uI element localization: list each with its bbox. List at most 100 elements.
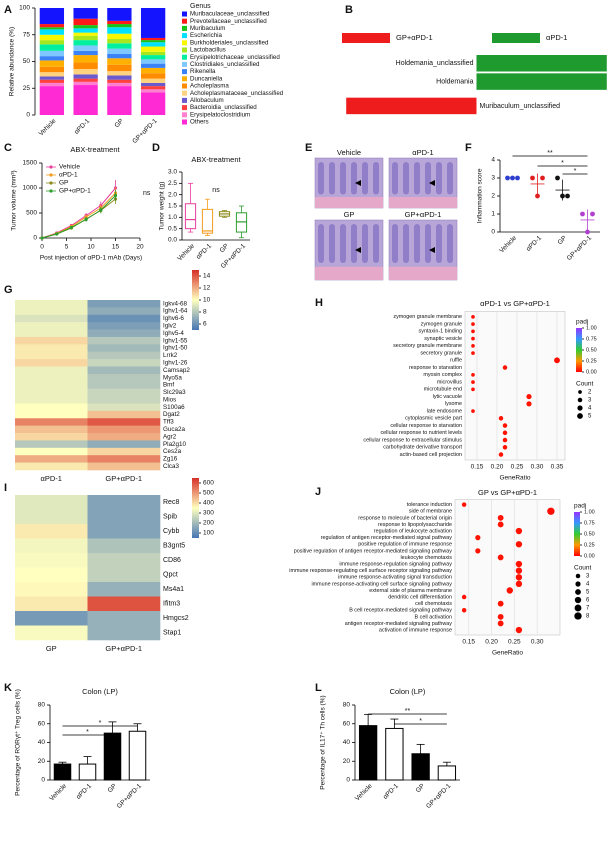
- row-label: Qpct: [163, 572, 178, 579]
- villus: [373, 162, 379, 195]
- term-label: lysome: [445, 401, 462, 407]
- x-tick-label: αPD-1: [525, 234, 543, 252]
- term-label: external side of plasma membrane: [369, 588, 452, 594]
- dot: [471, 336, 475, 341]
- dot: [515, 560, 523, 568]
- legend-label: 5: [586, 590, 590, 596]
- heatmap-cell: [87, 388, 161, 397]
- legend-label: 4: [586, 582, 590, 588]
- dot: [502, 423, 508, 428]
- term-label: immune response-activating signal transd…: [338, 575, 452, 581]
- panel-label: C: [4, 142, 12, 154]
- heatmap-cell: [87, 582, 161, 597]
- legend-label: Muribaculum: [190, 25, 225, 32]
- x-tick-label: GP: [107, 783, 119, 795]
- row-label: Tff3: [163, 419, 174, 426]
- row-label: Pla2g10: [163, 441, 187, 448]
- bar-segment: [107, 43, 132, 49]
- heatmap-cell: [15, 344, 88, 353]
- chart-title: ABX-treatment: [70, 145, 120, 154]
- term-label: cellular response to nutrient levels: [380, 430, 462, 436]
- x-tick-label: Vehicle: [176, 242, 196, 262]
- mucosa: [315, 197, 383, 208]
- dot: [515, 541, 523, 548]
- term-label: activation of immune response: [379, 627, 452, 633]
- heatmap-cell: [87, 314, 161, 323]
- bar-segment: [107, 79, 132, 83]
- dot: [502, 365, 508, 370]
- legend-dot: [577, 397, 583, 403]
- bar-segment: [73, 62, 98, 69]
- chart-title: GP vs GP+αPD-1: [478, 488, 537, 497]
- arrowhead: [429, 180, 435, 186]
- legend-marker: [49, 165, 53, 169]
- legend-label: Prevotellaceae_unclassified: [190, 18, 267, 25]
- panel-label: I: [4, 482, 7, 494]
- legend-title: Count: [574, 565, 592, 572]
- colorbar-label: 500: [203, 490, 214, 497]
- legend-dot: [575, 589, 581, 595]
- term-label: immune response-activating cell surface …: [311, 581, 452, 587]
- colorbar-label: 10: [203, 297, 211, 304]
- legend-swatch: [182, 25, 187, 31]
- term-label: antigen receptor-mediated signaling path…: [345, 621, 453, 627]
- bar-segment: [73, 35, 98, 41]
- row-label: Ces2a: [163, 448, 182, 455]
- point: [530, 175, 535, 181]
- heatmap-cell: [87, 553, 161, 568]
- villus: [340, 162, 346, 195]
- legend-dot: [577, 413, 583, 419]
- chart-title: Colon (LP): [82, 687, 118, 696]
- x-tick-label: 0.35: [551, 464, 564, 471]
- row-label: Ms4a1: [163, 586, 184, 593]
- y-tick-label: 0: [491, 229, 495, 236]
- heatmap-cell: [87, 359, 161, 367]
- legend-label: Erysipelatoclostridium: [190, 111, 250, 118]
- bar-segment: [73, 74, 98, 79]
- heatmap-cell: [15, 396, 88, 404]
- villus: [414, 224, 420, 263]
- heatmap-cell: [15, 447, 88, 456]
- series-line: [41, 192, 116, 239]
- colorbar-label: 200: [203, 520, 214, 527]
- y-tick-label: 40: [343, 739, 351, 746]
- bar-segment: [140, 46, 166, 52]
- heatmap-cell: [87, 396, 161, 404]
- row-label: B3gnt5: [163, 543, 185, 550]
- villus: [447, 162, 453, 195]
- villus: [403, 162, 409, 195]
- dot: [502, 430, 508, 436]
- term-label: immune response-regulating cell surface …: [289, 568, 452, 574]
- bar-segment: [140, 59, 166, 64]
- colorbar-label: 0.50: [584, 531, 595, 537]
- dot: [497, 613, 504, 620]
- heatmap-cell: [87, 455, 161, 463]
- x-tick-label: 0.30: [531, 639, 544, 646]
- significance-label: **: [547, 150, 553, 157]
- y-tick-label: 3.0: [168, 169, 177, 176]
- heatmap-cell: [15, 625, 88, 641]
- legend-swatch: [182, 61, 187, 67]
- term-label: leukocyte chemotaxis: [400, 555, 452, 561]
- bar-segment: [73, 40, 98, 46]
- heatmap-cell: [87, 462, 161, 471]
- bar: [411, 753, 430, 781]
- y-tick-label: 75: [23, 31, 31, 38]
- bar-segment: [107, 75, 132, 80]
- heatmap-cell: [15, 440, 88, 449]
- x-tick-label: αPD-1: [382, 782, 400, 800]
- chart-title: ABX-treatment: [191, 155, 241, 164]
- y-tick-label: 2.0: [168, 191, 177, 198]
- dot: [471, 322, 475, 326]
- colorbar-label: 1.00: [586, 325, 597, 331]
- y-tick-label: 4: [491, 157, 495, 164]
- x-tick-label: GP+αPD-1: [566, 234, 594, 262]
- villus: [351, 224, 357, 263]
- bar-segment: [107, 64, 132, 72]
- term-label: syntaxin-1 binding: [419, 329, 462, 335]
- heatmap-cell: [87, 344, 161, 353]
- heatmap-cell: [87, 524, 161, 539]
- term-label: secretory granule membrane: [393, 343, 462, 349]
- heatmap-cell: [87, 596, 161, 612]
